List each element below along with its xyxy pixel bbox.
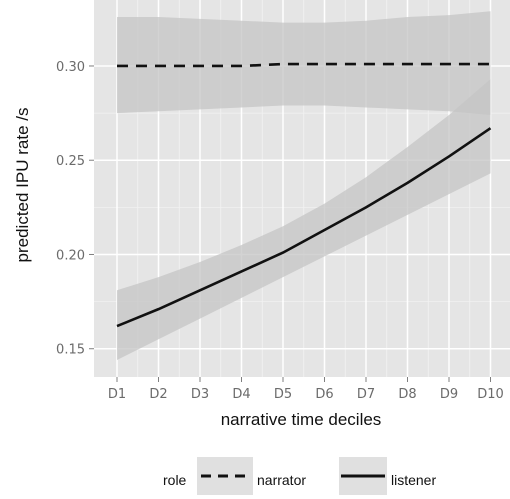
y-axis-title: predicted IPU rate /s (13, 108, 32, 263)
x-tick-label: D8 (398, 387, 416, 402)
y-tick-label: 0.25 (56, 154, 85, 169)
x-tick-label: D4 (232, 387, 250, 402)
line-narrator (117, 62, 491, 68)
x-tick-label: D6 (315, 387, 333, 402)
x-tick-label: D9 (440, 387, 458, 402)
x-axis-title: narrative time deciles (221, 410, 382, 429)
x-axis-ticks: D1 D2 D3 D4 D5 D6 D7 D8 D9 D10 (108, 377, 504, 402)
x-tick-label: D3 (191, 387, 209, 402)
legend-title: role (163, 472, 187, 488)
legend: role narrator listener (163, 457, 436, 495)
x-tick-label: D2 (149, 387, 167, 402)
x-tick-label: D5 (274, 387, 292, 402)
y-tick-label: 0.20 (56, 248, 85, 263)
confidence-ribbons (117, 11, 491, 361)
series-lines (116, 62, 492, 328)
legend-label-narrator: narrator (257, 472, 306, 488)
x-tick-label: D1 (108, 387, 126, 402)
x-tick-label: D7 (357, 387, 375, 402)
y-tick-label: 0.30 (56, 60, 85, 75)
y-axis-ticks: 0.15 0.20 0.25 0.30 (56, 60, 94, 358)
ribbon-narrator (117, 11, 491, 115)
y-tick-label: 0.15 (56, 343, 85, 358)
line-listener (116, 127, 492, 328)
ribbon-listener (117, 79, 491, 361)
x-tick-label: D10 (477, 387, 504, 402)
legend-label-listener: listener (391, 472, 436, 488)
